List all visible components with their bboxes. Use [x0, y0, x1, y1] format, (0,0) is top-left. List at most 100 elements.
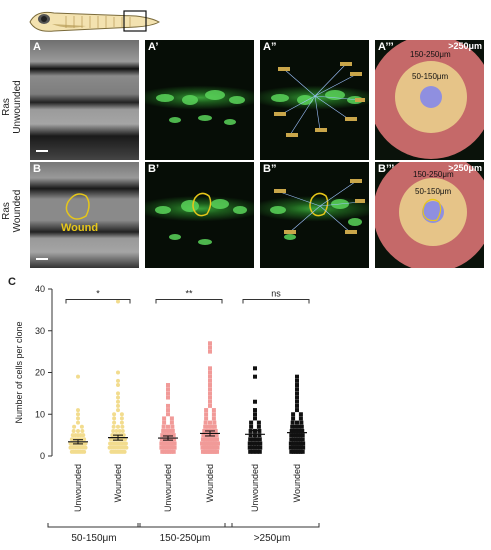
data-point — [211, 408, 216, 413]
panel-B-prime: B’ — [145, 162, 254, 268]
data-point — [297, 445, 302, 450]
data-point — [208, 420, 212, 425]
data-point — [164, 428, 169, 433]
data-point — [123, 441, 128, 446]
data-point — [295, 383, 299, 388]
data-point — [208, 366, 212, 371]
data-point — [247, 445, 252, 450]
data-point — [289, 433, 294, 438]
data-point — [256, 424, 261, 429]
significance-bracket — [155, 298, 223, 304]
data-point — [164, 449, 169, 454]
data-point — [76, 412, 80, 417]
data-point — [249, 420, 254, 425]
data-point — [114, 428, 119, 433]
data-point — [208, 374, 212, 379]
data-point — [297, 428, 302, 433]
data-point — [254, 449, 259, 454]
category-label: Unwounded — [163, 464, 173, 512]
significance-bracket — [242, 298, 310, 304]
data-point — [166, 391, 170, 396]
data-point — [249, 424, 254, 429]
distance-rings — [375, 162, 484, 268]
data-point — [212, 424, 217, 429]
panel-B-double-prime: B” — [260, 162, 369, 268]
significance-label: ns — [271, 288, 281, 298]
panel-label: B’’’ — [378, 163, 395, 175]
data-point — [80, 428, 85, 433]
data-point — [116, 299, 120, 304]
data-point — [215, 441, 220, 446]
data-point — [208, 403, 212, 408]
data-point — [119, 420, 124, 425]
data-point — [208, 345, 212, 350]
data-point — [208, 370, 212, 375]
panel-label: A’ — [148, 41, 159, 53]
data-point — [208, 383, 212, 388]
data-point — [247, 441, 252, 446]
data-point — [171, 449, 176, 454]
data-point — [170, 428, 175, 433]
significance-label: * — [96, 288, 100, 298]
data-point — [76, 428, 80, 433]
scatter-chart: 0 10 20 30 40 Number of cells per clone Unwoun… — [14, 284, 320, 544]
data-point — [293, 449, 298, 454]
data-point — [289, 449, 294, 454]
data-point — [120, 428, 125, 433]
category-label: Unwounded — [73, 464, 83, 512]
row-label-unwounded: Ras Unwounded — [1, 80, 23, 134]
group-label: 150-250μm — [160, 533, 211, 544]
y-tick-label: 40 — [35, 284, 45, 294]
data-point — [160, 449, 165, 454]
data-point — [295, 420, 299, 425]
data-point — [116, 370, 120, 375]
data-point — [253, 441, 257, 446]
data-point — [293, 437, 298, 442]
data-point — [169, 433, 174, 438]
data-point — [76, 420, 80, 425]
data-point — [208, 387, 212, 392]
panel-label: A” — [263, 41, 277, 53]
category-label: Unwounded — [250, 464, 260, 512]
panel-A-double-prime: A” — [260, 40, 369, 160]
data-point — [301, 441, 306, 446]
data-point — [291, 416, 296, 421]
data-point — [76, 416, 80, 421]
data-point — [290, 424, 295, 429]
data-point — [296, 424, 301, 429]
data-point — [248, 437, 253, 442]
panel-label: B’ — [148, 163, 159, 175]
group-bracket — [47, 523, 141, 528]
data-point — [124, 445, 129, 450]
data-point — [215, 445, 220, 450]
ring-label-far: >250μm — [448, 163, 482, 173]
data-point — [166, 395, 170, 400]
data-point — [162, 416, 167, 421]
data-point — [213, 428, 218, 433]
data-point — [255, 441, 260, 446]
data-point — [117, 428, 122, 433]
data-point — [166, 387, 170, 392]
data-point — [295, 391, 299, 396]
data-point — [166, 424, 170, 429]
data-point — [299, 424, 304, 429]
data-point — [116, 395, 120, 400]
data-point — [290, 445, 295, 450]
panel-B-triple-prime: B’’’ >250μm 150-250μm 50-150μm — [375, 162, 484, 268]
scale-bar — [36, 258, 48, 260]
data-point — [111, 424, 116, 429]
data-point — [212, 420, 217, 425]
data-point — [79, 424, 84, 429]
y-tick-label: 0 — [40, 451, 45, 461]
data-point — [253, 445, 257, 450]
data-point — [169, 416, 174, 421]
data-point — [250, 445, 255, 450]
panel-label: B — [33, 163, 41, 175]
distance-lines — [271, 62, 365, 137]
data-point — [171, 433, 176, 438]
data-point — [166, 408, 170, 413]
data-point — [161, 424, 166, 429]
data-point — [163, 437, 168, 442]
data-point — [162, 449, 167, 454]
data-point — [202, 428, 207, 433]
